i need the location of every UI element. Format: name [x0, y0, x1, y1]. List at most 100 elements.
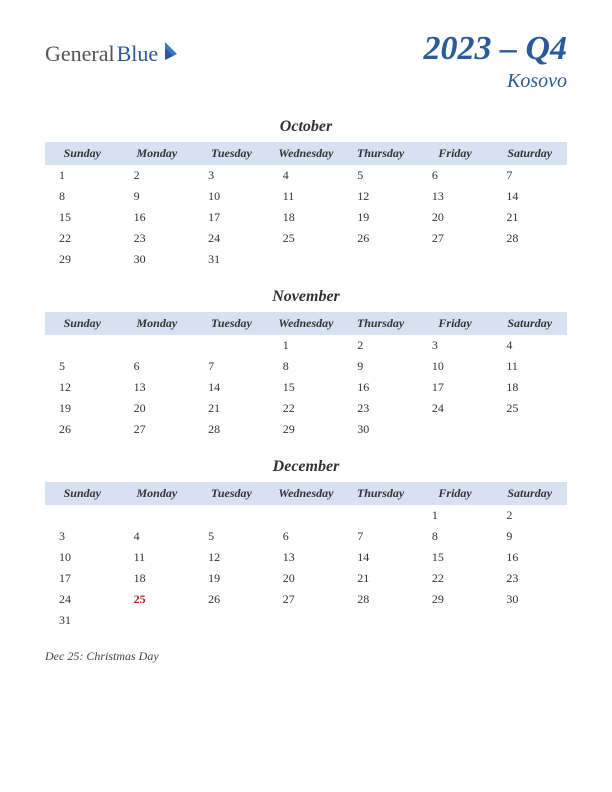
weekday-header: Wednesday — [269, 482, 344, 505]
day-cell: 29 — [269, 419, 344, 440]
day-cell: 7 — [194, 356, 269, 377]
day-cell: 1 — [418, 505, 493, 526]
day-cell: 30 — [343, 419, 418, 440]
day-cell: 28 — [492, 228, 567, 249]
day-cell-empty — [194, 610, 269, 631]
day-cell: 10 — [418, 356, 493, 377]
day-cell-empty — [492, 610, 567, 631]
day-cell: 15 — [269, 377, 344, 398]
day-cell: 30 — [120, 249, 195, 270]
weekday-header: Saturday — [492, 482, 567, 505]
day-cell: 24 — [418, 398, 493, 419]
country-name: Kosovo — [423, 70, 567, 93]
weekday-header: Sunday — [45, 312, 120, 335]
weekday-header: Saturday — [492, 142, 567, 165]
weekday-header: Thursday — [343, 142, 418, 165]
day-cell: 12 — [343, 186, 418, 207]
weekday-header: Friday — [418, 142, 493, 165]
day-cell: 13 — [120, 377, 195, 398]
day-cell: 26 — [45, 419, 120, 440]
day-cell-empty — [492, 419, 567, 440]
day-cell: 22 — [45, 228, 120, 249]
day-cell-empty — [269, 505, 344, 526]
day-cell-empty — [418, 610, 493, 631]
day-cell: 16 — [492, 547, 567, 568]
day-cell: 5 — [194, 526, 269, 547]
title-block: 2023 – Q4 Kosovo — [423, 30, 567, 93]
weekday-header: Saturday — [492, 312, 567, 335]
day-cell: 17 — [418, 377, 493, 398]
day-cell: 2 — [492, 505, 567, 526]
day-cell: 14 — [492, 186, 567, 207]
day-cell: 10 — [45, 547, 120, 568]
day-cell-empty — [343, 249, 418, 270]
calendar-table: SundayMondayTuesdayWednesdayThursdayFrid… — [45, 312, 567, 440]
day-cell: 17 — [194, 207, 269, 228]
period-title: 2023 – Q4 — [423, 30, 567, 68]
month-block: DecemberSundayMondayTuesdayWednesdayThur… — [45, 458, 567, 631]
day-cell: 25 — [492, 398, 567, 419]
weekday-header: Wednesday — [269, 312, 344, 335]
day-cell: 18 — [120, 568, 195, 589]
day-cell: 21 — [194, 398, 269, 419]
day-cell-empty — [418, 419, 493, 440]
day-cell: 23 — [492, 568, 567, 589]
day-cell: 16 — [120, 207, 195, 228]
day-cell: 28 — [343, 589, 418, 610]
day-cell-empty — [194, 505, 269, 526]
day-cell: 9 — [492, 526, 567, 547]
day-cell: 8 — [45, 186, 120, 207]
day-cell: 5 — [45, 356, 120, 377]
day-cell: 21 — [343, 568, 418, 589]
day-cell: 27 — [120, 419, 195, 440]
day-cell: 5 — [343, 165, 418, 186]
weekday-header: Sunday — [45, 482, 120, 505]
logo-sail-icon — [162, 40, 182, 67]
day-cell: 16 — [343, 377, 418, 398]
day-cell: 19 — [194, 568, 269, 589]
day-cell: 20 — [120, 398, 195, 419]
month-name: November — [45, 288, 567, 306]
day-cell: 10 — [194, 186, 269, 207]
day-cell: 22 — [269, 398, 344, 419]
day-cell: 9 — [343, 356, 418, 377]
logo: General Blue — [45, 40, 182, 67]
day-cell-empty — [418, 249, 493, 270]
day-cell: 31 — [45, 610, 120, 631]
day-cell: 15 — [418, 547, 493, 568]
day-cell: 20 — [418, 207, 493, 228]
day-cell: 6 — [120, 356, 195, 377]
day-cell: 3 — [45, 526, 120, 547]
day-cell: 13 — [418, 186, 493, 207]
day-cell: 6 — [418, 165, 493, 186]
day-cell: 18 — [492, 377, 567, 398]
day-cell: 29 — [418, 589, 493, 610]
month-name: December — [45, 458, 567, 476]
day-cell: 1 — [269, 335, 344, 356]
day-cell: 29 — [45, 249, 120, 270]
day-cell: 2 — [343, 335, 418, 356]
day-cell: 26 — [194, 589, 269, 610]
day-cell: 4 — [120, 526, 195, 547]
day-cell: 31 — [194, 249, 269, 270]
weekday-header: Friday — [418, 482, 493, 505]
day-cell: 17 — [45, 568, 120, 589]
day-cell: 4 — [269, 165, 344, 186]
day-cell: 1 — [45, 165, 120, 186]
day-cell: 13 — [269, 547, 344, 568]
day-cell-empty — [343, 610, 418, 631]
weekday-header: Monday — [120, 312, 195, 335]
day-cell-empty — [120, 505, 195, 526]
day-cell: 23 — [120, 228, 195, 249]
day-cell: 22 — [418, 568, 493, 589]
day-cell: 9 — [120, 186, 195, 207]
weekday-header: Monday — [120, 142, 195, 165]
weekday-header: Thursday — [343, 312, 418, 335]
weekday-header: Friday — [418, 312, 493, 335]
day-cell: 25 — [120, 589, 195, 610]
day-cell: 14 — [194, 377, 269, 398]
day-cell-empty — [194, 335, 269, 356]
header: General Blue 2023 – Q4 Kosovo — [45, 30, 567, 93]
calendar-table: SundayMondayTuesdayWednesdayThursdayFrid… — [45, 142, 567, 270]
weekday-header: Monday — [120, 482, 195, 505]
